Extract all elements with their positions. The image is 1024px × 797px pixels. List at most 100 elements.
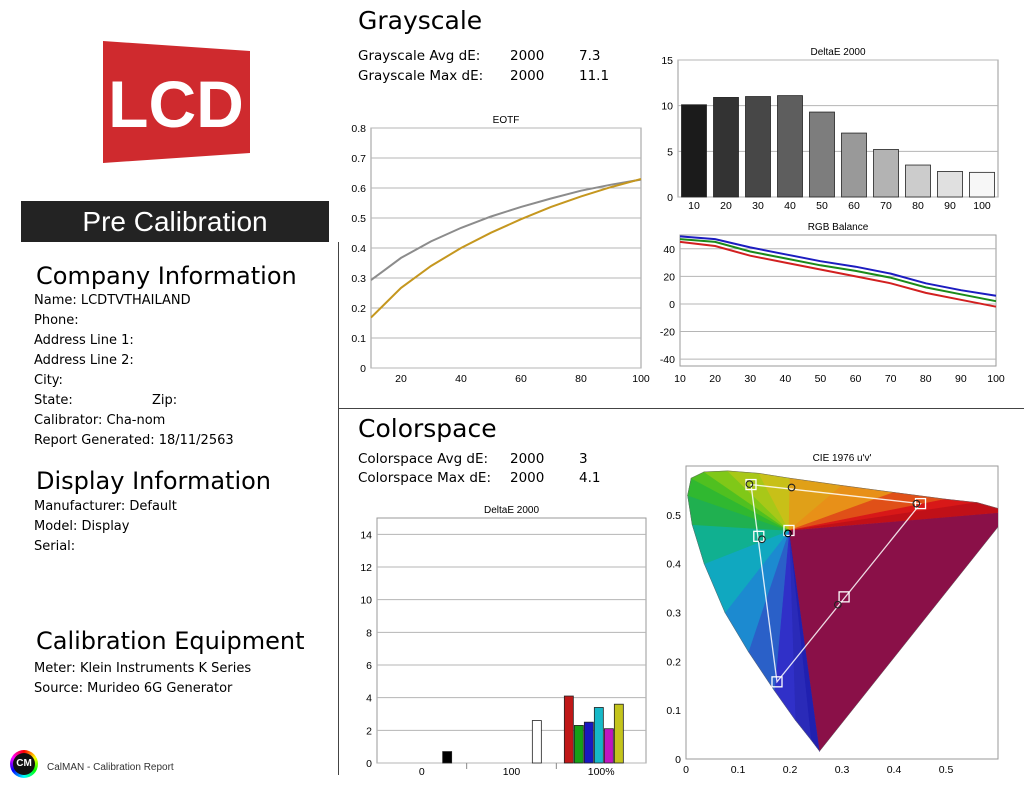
gs-de-y-tick-label: 0 bbox=[667, 192, 673, 204]
eotf-y-tick-label: 0.7 bbox=[351, 153, 366, 165]
rgb-blue-line bbox=[679, 235, 997, 297]
company-address1: Address Line 1: bbox=[34, 333, 134, 348]
gs-de-x-tick-label: 40 bbox=[784, 200, 796, 212]
display-manufacturer: Manufacturer: Default bbox=[34, 499, 177, 514]
plot-area bbox=[376, 517, 647, 764]
logo-shape bbox=[103, 41, 250, 163]
vertical-divider bbox=[338, 242, 339, 775]
cs-de-y-tick-label: 14 bbox=[360, 529, 372, 541]
chart-title: EOTF bbox=[493, 115, 520, 126]
cs-de-bar bbox=[613, 703, 624, 764]
gs-de-x-tick-label: 90 bbox=[944, 200, 956, 212]
rgb-y-tick-label: -40 bbox=[660, 354, 675, 366]
grayscale-max-value: 11.1 bbox=[579, 68, 610, 84]
cie-gamut-group bbox=[687, 470, 998, 753]
rgb-y-tick-label: 20 bbox=[663, 271, 675, 283]
eotf-y-tick-label: 0.4 bbox=[351, 243, 366, 255]
gs-de-x-tick-label: 50 bbox=[816, 200, 828, 212]
cie-target-square bbox=[914, 497, 927, 510]
cie-y-tick-label: 0.3 bbox=[666, 608, 681, 620]
eotf-measured-line bbox=[370, 178, 642, 319]
cie-measured-point bbox=[758, 535, 766, 544]
cs-de-y-tick-label: 8 bbox=[366, 627, 372, 639]
cie1976-chart: CIE 1976 u'v' 0 0.1 0.2 0.3 0.4 0.5 0 0.1 0.2 0.3 0… bbox=[666, 453, 999, 776]
cie-x-tick-label: 0.4 bbox=[887, 764, 902, 776]
gs-de-bar bbox=[777, 95, 803, 198]
gs-de-y-tick-label: 10 bbox=[661, 101, 673, 113]
cs-de-x-tick-label: 100% bbox=[588, 766, 615, 778]
cie-measured-point bbox=[787, 483, 796, 492]
rgb-x-tick-label: 100 bbox=[987, 373, 1005, 385]
gs-de-bar bbox=[905, 164, 931, 198]
colorspace-delta-e-chart: DeltaE 2000 0 2 4 6 8 10 12 14 0 100 100% bbox=[360, 505, 647, 778]
gs-de-x-tick-label: 20 bbox=[720, 200, 732, 212]
gs-de-y-tick-label: 5 bbox=[667, 146, 673, 158]
gs-de-y-tick-label: 15 bbox=[661, 55, 673, 67]
rgb-x-tick-label: 30 bbox=[744, 373, 756, 385]
colorspace-avg-label: Colorspace Avg dE: bbox=[358, 451, 489, 467]
grayscale-avg-label: Grayscale Avg dE: bbox=[358, 48, 481, 64]
rgb-x-tick-label: 60 bbox=[850, 373, 862, 385]
cie-x-tick-label: 0 bbox=[683, 764, 689, 776]
cie-target-square bbox=[783, 524, 795, 537]
grayscale-avg-standard: 2000 bbox=[510, 48, 545, 64]
rgb-x-tick-label: 90 bbox=[955, 373, 967, 385]
cie-measured-point bbox=[784, 529, 792, 538]
company-heading: Company Information bbox=[36, 262, 297, 290]
colorspace-avg-value: 3 bbox=[579, 451, 588, 467]
cs-de-bar bbox=[583, 721, 594, 764]
colorspace-max-value: 4.1 bbox=[579, 470, 601, 486]
rgb-green-line bbox=[679, 238, 997, 303]
grayscale-avg-value: 7.3 bbox=[579, 48, 601, 64]
gs-de-x-tick-label: 30 bbox=[752, 200, 764, 212]
chart-title: RGB Balance bbox=[808, 222, 869, 233]
colorspace-title: Colorspace bbox=[358, 414, 497, 443]
rgb-y-tick-label: 40 bbox=[663, 244, 675, 256]
gs-de-bar bbox=[841, 132, 867, 198]
cie-y-tick-label: 0.1 bbox=[666, 705, 681, 717]
cie-y-tick-label: 0 bbox=[675, 754, 681, 766]
lcd-logo: LCD bbox=[103, 41, 250, 163]
cs-de-bar bbox=[442, 751, 453, 764]
cie-target-square bbox=[771, 676, 783, 688]
colorspace-max-label: Colorspace Max dE: bbox=[358, 470, 491, 486]
cie-purple-wedge bbox=[789, 512, 998, 752]
logo-text: LCD bbox=[108, 67, 244, 141]
cie-measured-point bbox=[745, 480, 754, 488]
cie-y-tick-label: 0.4 bbox=[666, 559, 681, 571]
cs-de-bar bbox=[573, 725, 584, 764]
cie-measured-point bbox=[833, 600, 842, 609]
chart-title: CIE 1976 u'v' bbox=[813, 453, 872, 464]
cie-x-tick-label: 0.2 bbox=[783, 764, 798, 776]
rgb-y-tick-label: 0 bbox=[669, 299, 675, 311]
company-phone: Phone: bbox=[34, 313, 79, 328]
eotf-x-tick-label: 40 bbox=[455, 373, 467, 385]
display-serial: Serial: bbox=[34, 539, 76, 554]
report-banner: Pre Calibration bbox=[21, 201, 329, 242]
calman-badge: CM bbox=[13, 753, 35, 775]
eotf-y-tick-label: 0.5 bbox=[351, 213, 366, 225]
eotf-y-tick-label: 0.8 bbox=[351, 123, 366, 135]
equipment-meter: Meter: Klein Instruments K Series bbox=[34, 661, 252, 676]
company-city: City: bbox=[34, 373, 63, 388]
cs-de-bar bbox=[563, 695, 574, 764]
cs-de-bar bbox=[531, 720, 542, 764]
colorspace-avg-standard: 2000 bbox=[510, 451, 545, 467]
equipment-heading: Calibration Equipment bbox=[36, 627, 305, 655]
company-calibrator: Calibrator: Cha-nom bbox=[34, 413, 166, 428]
cs-de-x-tick-label: 0 bbox=[419, 766, 425, 778]
gs-de-bar bbox=[969, 171, 995, 198]
cs-de-y-tick-label: 10 bbox=[360, 595, 372, 607]
cie-spectral-locus bbox=[687, 470, 998, 752]
gs-de-bar bbox=[681, 104, 707, 198]
eotf-chart: EOTF 0 0.1 0.2 0.3 0.4 0.5 0.6 0.7 0.8 20 40 60 80 100 bbox=[351, 115, 650, 385]
chart-title: DeltaE 2000 bbox=[484, 505, 539, 516]
gs-de-bar bbox=[937, 171, 963, 198]
gs-de-bar bbox=[809, 111, 835, 198]
cie-target-square bbox=[838, 591, 850, 603]
eotf-target-line bbox=[370, 178, 642, 281]
footer-text: CalMAN - Calibration Report bbox=[47, 762, 174, 773]
grayscale-max-label: Grayscale Max dE: bbox=[358, 68, 484, 84]
eotf-y-tick-label: 0.3 bbox=[351, 273, 366, 285]
cie-x-tick-label: 0.1 bbox=[731, 764, 746, 776]
